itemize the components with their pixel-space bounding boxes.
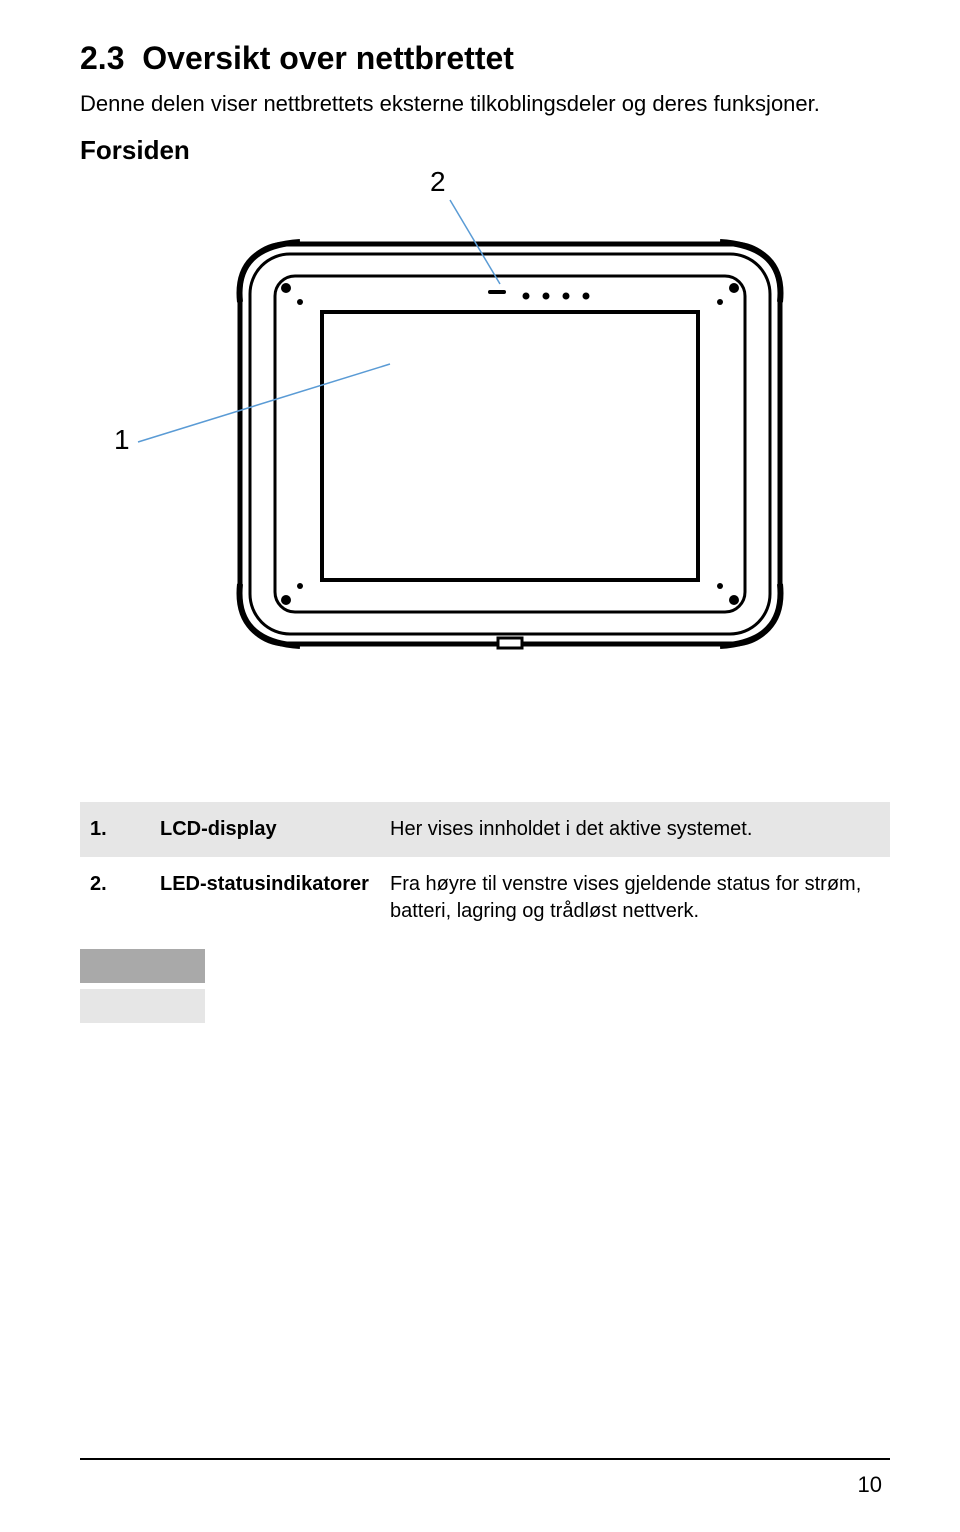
- legend-num: 1.: [80, 802, 150, 857]
- legend-row: 1.LCD-displayHer vises innholdet i det a…: [80, 802, 890, 857]
- legend-name: LCD-display: [150, 802, 380, 857]
- section-title-text: Oversikt over nettbrettet: [142, 40, 514, 76]
- tablet-front-diagram: 2: [80, 172, 890, 772]
- page-number: 10: [858, 1472, 882, 1498]
- legend-table: 1.LCD-displayHer vises innholdet i det a…: [80, 802, 890, 939]
- section-title: 2.3 Oversikt over nettbrettet: [80, 40, 890, 77]
- subsection-heading: Forsiden: [80, 135, 890, 166]
- legend-name: LED-statusindikatorer: [150, 857, 380, 939]
- legend-row: 2.LED-statusindikatorerFra høyre til ven…: [80, 857, 890, 939]
- footer-rule: [80, 1458, 890, 1460]
- callout-label-1: 1: [114, 424, 130, 456]
- legend-desc: Fra høyre til venstre vises gjeldende st…: [380, 857, 890, 939]
- leader-lines: [80, 172, 890, 772]
- decorative-gray-blocks: [80, 949, 890, 1023]
- section-number: 2.3: [80, 40, 124, 76]
- section-intro: Denne delen viser nettbrettets eksterne …: [80, 89, 890, 119]
- legend-desc: Her vises innholdet i det aktive systeme…: [380, 802, 890, 857]
- legend-num: 2.: [80, 857, 150, 939]
